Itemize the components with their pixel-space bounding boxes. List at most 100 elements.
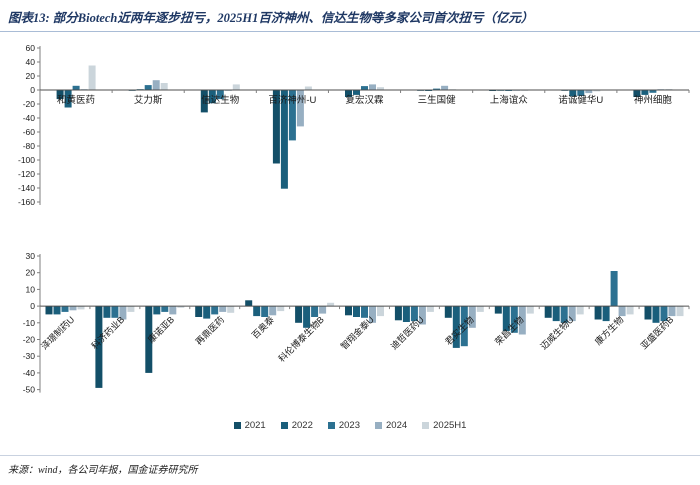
bar-2024 <box>668 306 676 317</box>
bar-2022 <box>353 306 360 317</box>
bar-2023 <box>610 271 618 307</box>
bar-2023 <box>216 90 224 100</box>
source-divider <box>0 455 700 456</box>
bar-2024 <box>169 306 177 315</box>
bar-2025H1 <box>327 302 335 307</box>
y-tick-label: -60 <box>23 127 36 137</box>
bar-2021 <box>644 306 652 320</box>
legend-item-2021: 2021 <box>233 420 266 431</box>
category-label: 百济神州-U <box>268 94 316 106</box>
bar-2022 <box>552 306 560 322</box>
bar-2023 <box>361 306 368 318</box>
bar-2021 <box>544 306 552 318</box>
legend-swatch-2021 <box>233 422 241 429</box>
bar-2023 <box>433 88 441 90</box>
bar-2021 <box>444 306 452 318</box>
bar-2025H1 <box>426 306 434 312</box>
bar-2025H1 <box>304 86 312 90</box>
bar-2023 <box>61 306 69 312</box>
bar-2025H1 <box>88 65 96 90</box>
bar-2023 <box>261 306 269 317</box>
legend-swatch-2025H1 <box>422 422 430 429</box>
y-tick-label: -20 <box>23 335 36 345</box>
bar-2025H1 <box>177 306 185 308</box>
bar-2021 <box>145 306 153 373</box>
bar-2025H1 <box>526 306 534 314</box>
bar-2022 <box>452 306 460 348</box>
top-chart-svg: 60 40 20 0 -20 -40 -60 -80 -100 -120 -140 -160 和黄医药 艾… <box>18 43 690 207</box>
bar-2023 <box>311 306 319 317</box>
y-tick-label: -50 <box>23 385 36 395</box>
bar-2025H1 <box>576 306 584 315</box>
bar-2021 <box>245 300 253 307</box>
bar-2022 <box>253 306 261 317</box>
bar-2024 <box>369 84 376 90</box>
category-label: 百奥泰 <box>249 314 276 341</box>
bar-2025H1 <box>232 84 240 90</box>
bar-2024 <box>119 306 127 320</box>
bar-2023 <box>660 306 668 322</box>
bar-2021 <box>594 306 602 320</box>
legend-item-2022: 2022 <box>280 420 313 431</box>
bar-2023 <box>560 306 568 323</box>
bar-2023 <box>111 306 119 318</box>
bar-2021 <box>633 90 641 97</box>
bar-2025H1 <box>160 83 168 90</box>
bar-2025H1 <box>227 306 235 313</box>
bar-2024 <box>369 306 376 323</box>
bar-2021 <box>295 306 303 323</box>
bar-2022 <box>208 90 216 104</box>
bar-2023 <box>510 306 518 333</box>
bar-2024 <box>219 306 227 312</box>
bar-2021 <box>345 306 352 316</box>
legend-label: 2022 <box>291 420 313 431</box>
legend-item-2024: 2024 <box>375 420 407 431</box>
bar-2022 <box>303 306 311 328</box>
category-label: 智翔金泰U <box>338 314 376 352</box>
bar-2021 <box>272 90 280 164</box>
category-label: 上海谊众 <box>490 94 529 106</box>
bar-2024 <box>518 306 526 335</box>
bar-2025H1 <box>476 306 484 312</box>
bar-2024 <box>441 85 449 90</box>
bar-2024 <box>269 306 277 316</box>
legend-label: 2021 <box>244 420 266 431</box>
bar-2023 <box>410 306 418 322</box>
bar-2024 <box>418 306 426 325</box>
category-label: 泽璟制药U <box>39 314 77 352</box>
bar-2025H1 <box>377 87 384 90</box>
bar-2021 <box>95 306 103 388</box>
y-tick-label: 30 <box>26 251 36 261</box>
bar-2022 <box>64 90 72 108</box>
top-bar-chart: 60 40 20 0 -20 -40 -60 -80 -100 -120 -140 -160 和黄医药 艾… <box>5 38 695 215</box>
bar-2025H1 <box>277 306 285 312</box>
bar-2023 <box>361 86 368 90</box>
legend-swatch-2024 <box>375 422 382 429</box>
figure-title: 图表13: 部分Biotech近两年逐步扭亏，2025H1百济神州、信达生物等多… <box>8 11 534 25</box>
bar-2024 <box>69 306 77 311</box>
bar-2024 <box>468 306 476 328</box>
bar-2022 <box>569 90 577 97</box>
bar-2021 <box>345 90 352 97</box>
category-label: 科济药业B <box>89 314 126 351</box>
y-tick-label: 10 <box>26 284 36 294</box>
category-label: 信达生物 <box>201 94 240 106</box>
bar-2023 <box>161 306 169 312</box>
source-note: 来源：wind，各公司年报，国金证券研究所 <box>8 465 198 476</box>
bar-2023 <box>144 85 152 90</box>
category-label: 三生国健 <box>418 94 457 106</box>
category-label: 艾力斯 <box>134 94 163 106</box>
bar-2025H1 <box>676 306 684 317</box>
bar-2023 <box>649 90 657 93</box>
y-tick-label: -40 <box>23 113 36 123</box>
bar-2022 <box>402 306 410 322</box>
bar-2025H1 <box>77 306 85 310</box>
legend-item-2025H1: 2025H1 <box>422 420 466 431</box>
bar-2024 <box>568 306 576 322</box>
bar-2021 <box>200 90 208 113</box>
bar-2025H1 <box>626 306 634 315</box>
y-tick-label: 40 <box>26 57 36 67</box>
y-tick-label: -160 <box>18 197 35 207</box>
